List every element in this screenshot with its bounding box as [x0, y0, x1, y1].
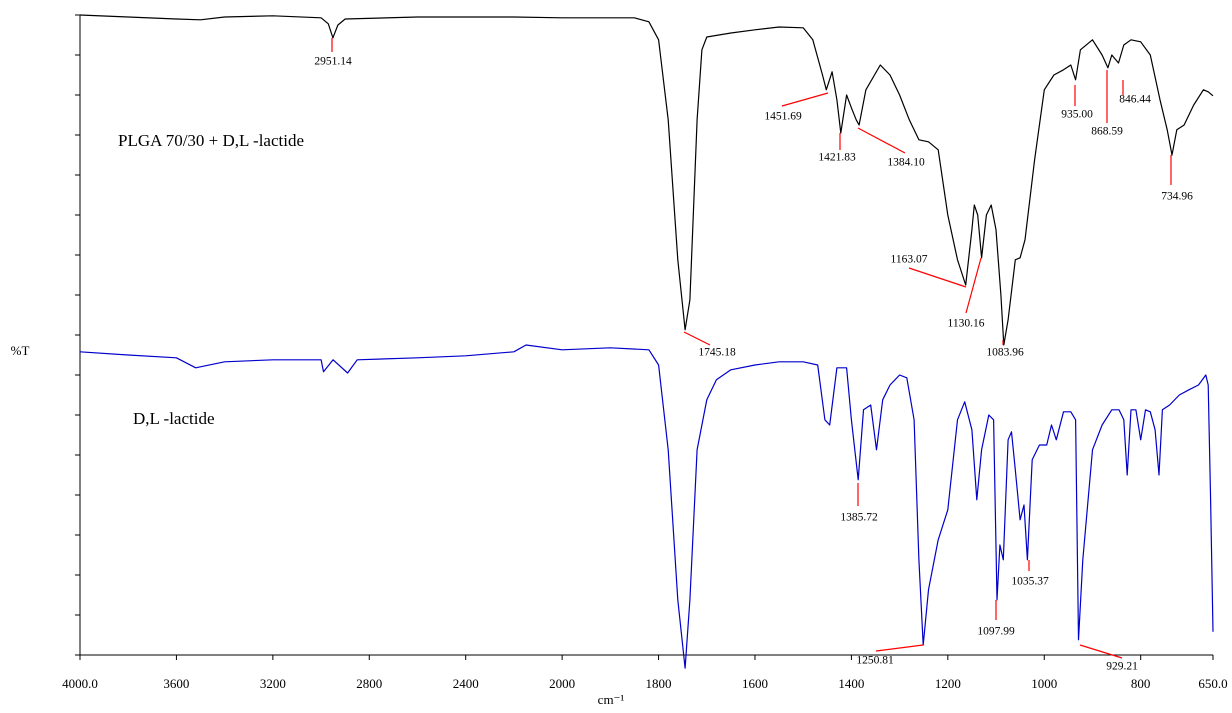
x-tick-label: 2800 [356, 676, 382, 691]
peak-leader [908, 267, 967, 288]
series-label: D,L -lactide [133, 409, 215, 428]
peak-leader [781, 92, 829, 107]
x-tick-label: 3200 [260, 676, 286, 691]
x-tick-label: 4000.0 [62, 676, 98, 691]
peak-label: 1384.10 [887, 157, 925, 169]
peak-label: 1163.07 [891, 254, 928, 266]
x-tick-label: 1000 [1031, 676, 1057, 691]
x-tick-label: 1600 [742, 676, 768, 691]
x-tick-label: 1400 [838, 676, 864, 691]
x-tick-label: 2000 [549, 676, 575, 691]
peak-label: 846.44 [1119, 94, 1151, 106]
peak-leader [965, 257, 982, 314]
peak-label: 935.00 [1061, 109, 1093, 121]
peak-leader [683, 331, 711, 346]
peak-label: 1745.18 [698, 347, 736, 359]
series-label: PLGA 70/30 + D,L -lactide [118, 131, 304, 150]
spectrum-line [79, 14, 1214, 346]
peak-label: 1451.69 [764, 111, 802, 123]
peak-leader [1079, 644, 1123, 659]
peak-label: 1083.96 [986, 347, 1024, 359]
peak-label: 929.21 [1106, 661, 1138, 673]
x-tick-label: 3600 [163, 676, 189, 691]
peak-leader [875, 644, 924, 652]
peak-label: 734.96 [1161, 191, 1193, 203]
peak-label: 1250.81 [856, 655, 894, 667]
peak-label: 1097.99 [977, 626, 1015, 638]
x-tick-label: 2400 [453, 676, 479, 691]
x-tick-label: 1800 [646, 676, 672, 691]
x-tick-label: 800 [1131, 676, 1151, 691]
y-axis-label: %T [11, 343, 30, 358]
peak-label: 1421.83 [818, 152, 856, 164]
x-tick-label: 1200 [935, 676, 961, 691]
peak-label: 1130.16 [948, 318, 985, 330]
x-tick-label: 650.0 [1198, 676, 1227, 691]
peak-label: 2951.14 [314, 56, 352, 68]
peak-leader [857, 127, 906, 154]
spectrum-line [79, 344, 1214, 669]
peak-label: 868.59 [1091, 126, 1123, 138]
peak-label: 1385.72 [840, 512, 878, 524]
peak-label: 1035.37 [1011, 576, 1049, 588]
x-axis-label: cm⁻¹ [598, 692, 625, 707]
